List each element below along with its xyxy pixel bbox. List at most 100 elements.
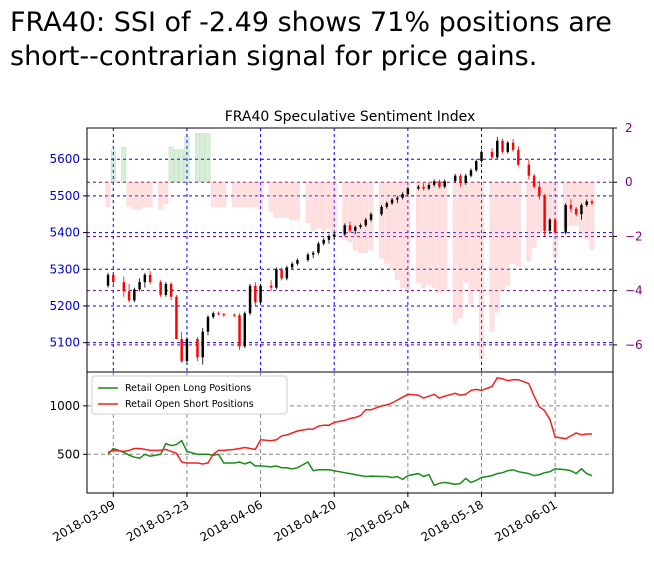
price-tick-label: 5600 xyxy=(49,152,80,166)
ssi-bar xyxy=(342,181,348,240)
ssi-bar xyxy=(415,181,421,283)
legend-label: Retail Open Short Positions xyxy=(125,399,254,410)
candle-body xyxy=(548,219,552,231)
candle-body xyxy=(217,313,220,315)
positions-panel-axes: 500 1000 xyxy=(49,371,614,494)
candle-body xyxy=(222,314,225,316)
ssi-bar xyxy=(173,149,179,183)
ssi-bar xyxy=(494,181,500,313)
date-tick-label: 2018-05-18 xyxy=(419,497,486,544)
date-axis: 2018-03-09 2018-03-23 2018-04-06 2018-04-20… xyxy=(50,493,560,544)
ssi-bar xyxy=(479,181,484,359)
ssi-bar xyxy=(184,135,190,183)
candle-body xyxy=(311,252,315,255)
price-tick-label: 5200 xyxy=(49,299,80,313)
ssi-bar xyxy=(273,181,279,218)
candle-body xyxy=(133,289,136,301)
candle-body xyxy=(517,150,520,165)
candle-body xyxy=(480,151,483,162)
candle-body xyxy=(322,239,325,244)
legend-box xyxy=(91,375,288,415)
candle-body xyxy=(248,285,252,314)
candle-body xyxy=(238,315,241,347)
candle-body xyxy=(380,206,383,215)
date-tick-label: 2018-03-23 xyxy=(124,497,191,544)
candle-body xyxy=(580,205,583,215)
price-panel-frame xyxy=(86,127,614,373)
candle-body xyxy=(574,208,578,215)
ssi-bar xyxy=(252,181,258,207)
date-tick-label: 2018-04-20 xyxy=(271,497,338,544)
candle-body xyxy=(296,260,299,264)
candle-body xyxy=(169,283,173,297)
ssi-tick-label: 2 xyxy=(625,121,633,135)
ssi-bar xyxy=(505,181,511,286)
date-tick-label: 2018-04-06 xyxy=(198,497,265,544)
ssi-bar xyxy=(237,181,243,207)
ssi-bar xyxy=(231,181,237,207)
ssi-bar xyxy=(163,181,169,205)
ssi-bar xyxy=(179,149,185,183)
ssi-bar xyxy=(268,181,274,213)
ssi-bar xyxy=(531,181,537,248)
date-tick-label: 2018-03-09 xyxy=(50,497,117,544)
ssi-bar xyxy=(547,181,553,224)
candle-body xyxy=(432,181,436,185)
ssi-bar xyxy=(489,181,495,332)
ssi-bar xyxy=(105,181,111,207)
ssi-bar xyxy=(258,181,264,210)
ssi-bar xyxy=(589,181,595,250)
candle-body xyxy=(180,338,183,361)
ssi-bar xyxy=(305,181,311,224)
ssi-bar xyxy=(515,181,521,267)
candle-body xyxy=(185,338,189,361)
candle-body xyxy=(385,203,389,207)
date-tick-label: 2018-06-01 xyxy=(492,497,559,544)
ssi-bar xyxy=(352,181,358,251)
candle-body xyxy=(590,201,594,204)
positions-tick-label: 500 xyxy=(57,447,80,461)
candle-body xyxy=(496,140,499,158)
ssi-bar xyxy=(289,181,295,221)
ssi-bar xyxy=(363,181,369,253)
candle-body xyxy=(201,331,204,358)
ssi-bar xyxy=(510,181,516,264)
ssi-bar xyxy=(573,181,579,226)
candle-body xyxy=(243,313,247,347)
ssi-bar xyxy=(326,181,332,229)
candle-body xyxy=(306,254,310,261)
candle-body xyxy=(106,274,110,286)
ssi-bar xyxy=(110,149,116,183)
ssi-tick-label: −2 xyxy=(625,229,643,243)
ssi-bar xyxy=(431,181,437,289)
ssi-bar xyxy=(421,181,427,289)
ssi-bar xyxy=(526,181,532,262)
candle-body xyxy=(490,151,494,158)
legend-label: Retail Open Long Positions xyxy=(125,383,251,394)
candle-body xyxy=(506,142,510,152)
ssi-bars xyxy=(105,133,595,359)
positions-tick-label: 1000 xyxy=(49,399,80,413)
candle-body xyxy=(206,316,210,332)
candle-body xyxy=(275,269,278,288)
ssi-bar xyxy=(394,181,400,281)
ssi-bar xyxy=(468,181,474,305)
candle-body xyxy=(348,225,352,231)
ssi-bar xyxy=(142,181,148,207)
price-tick-label: 5100 xyxy=(49,336,80,350)
candle-body xyxy=(285,267,289,279)
candle-body xyxy=(138,282,141,290)
candle-body xyxy=(406,188,410,195)
candle-body xyxy=(396,197,399,200)
ssi-bar xyxy=(400,181,406,289)
candle-body xyxy=(438,181,441,187)
ssi-bar xyxy=(379,181,385,259)
ssi-bar xyxy=(247,181,253,207)
positions-lines xyxy=(107,376,593,487)
candle-body xyxy=(127,291,131,301)
candle-body xyxy=(317,243,320,253)
ssi-bar xyxy=(210,181,216,207)
candle-body xyxy=(401,194,404,198)
candle-body xyxy=(369,214,373,220)
candle-body xyxy=(175,296,178,339)
